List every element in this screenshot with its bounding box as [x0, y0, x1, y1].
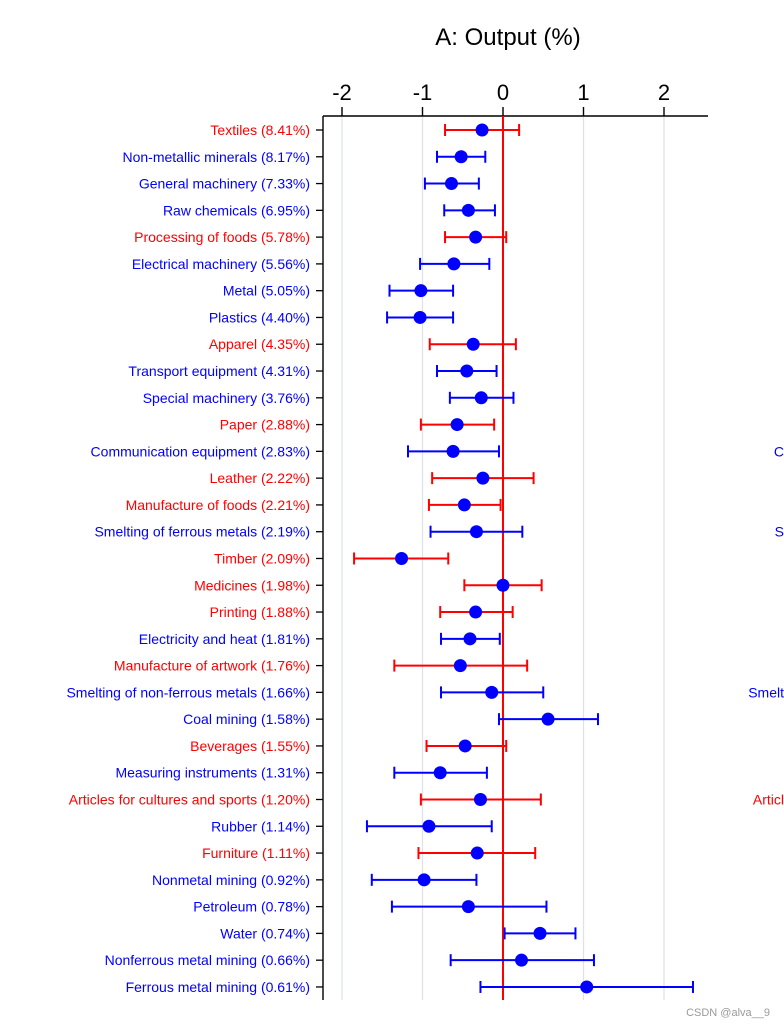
- point-estimate: [466, 337, 480, 351]
- watermark: CSDN @alva__9: [686, 1007, 770, 1019]
- point-estimate: [413, 310, 427, 324]
- point-estimate: [485, 685, 499, 699]
- x-axis: -2 -1 0 1 2: [316, 80, 708, 1000]
- point-estimate: [414, 284, 428, 298]
- category-label: Measuring instruments (1.31%): [115, 765, 310, 781]
- category-label: Manufacture of artwork (1.76%): [114, 658, 310, 674]
- category-label: Ferrous metal mining (0.61%): [126, 979, 310, 995]
- x-tick-label: 2: [658, 80, 670, 105]
- point-estimate: [457, 498, 471, 512]
- point-estimate: [444, 177, 458, 191]
- point-estimate: [580, 980, 594, 994]
- chart-title: A: Output (%): [435, 24, 580, 51]
- category-label: Coal mining (1.58%): [183, 711, 310, 727]
- point-estimate: [496, 578, 510, 592]
- category-label: Nonmetal mining (0.92%): [152, 872, 310, 888]
- point-estimate: [461, 900, 475, 914]
- category-label: Processing of foods (5.78%): [134, 229, 310, 245]
- point-estimates: [395, 123, 594, 994]
- category-label: Rubber (1.14%): [211, 818, 310, 834]
- point-estimate: [447, 257, 461, 271]
- category-label: Water (0.74%): [220, 925, 310, 941]
- partial-label: S: [775, 524, 784, 540]
- category-label: General machinery (7.33%): [139, 176, 310, 192]
- category-label: Electrical machinery (5.56%): [132, 256, 310, 272]
- point-estimate: [454, 150, 468, 164]
- point-estimate: [446, 444, 460, 458]
- point-estimate: [395, 551, 409, 565]
- category-label: Paper (2.88%): [220, 417, 310, 433]
- category-label: Nonferrous metal mining (0.66%): [105, 952, 310, 968]
- point-estimate: [463, 632, 477, 646]
- point-estimate: [453, 659, 467, 673]
- x-tick-label: -1: [413, 80, 433, 105]
- point-estimate: [417, 873, 431, 887]
- category-label: Non-metallic minerals (8.17%): [122, 149, 310, 165]
- category-label: Leather (2.22%): [210, 470, 310, 486]
- category-label: Apparel (4.35%): [209, 336, 310, 352]
- point-estimate: [475, 123, 489, 137]
- partial-labels-right: C S Smelt Articl: [748, 443, 784, 807]
- point-estimate: [541, 712, 555, 726]
- partial-label: Articl: [753, 792, 784, 808]
- category-label: Beverages (1.55%): [190, 738, 310, 754]
- point-estimate: [458, 739, 472, 753]
- category-label: Smelting of non-ferrous metals (1.66%): [66, 684, 310, 700]
- category-label: Furniture (1.11%): [202, 845, 310, 861]
- partial-label: Smelt: [748, 684, 784, 700]
- point-estimate: [476, 471, 490, 485]
- point-estimate: [461, 203, 475, 217]
- category-label: Special machinery (3.76%): [143, 390, 310, 406]
- category-label: Metal (5.05%): [223, 283, 310, 299]
- point-estimate: [533, 926, 547, 940]
- point-estimate: [515, 953, 529, 967]
- point-estimate: [473, 793, 487, 806]
- category-label: Printing (1.88%): [210, 604, 310, 620]
- x-tick-label: 1: [577, 80, 589, 105]
- point-estimate: [470, 846, 484, 860]
- point-estimate: [469, 230, 483, 244]
- category-label: Smelting of ferrous metals (2.19%): [94, 524, 310, 540]
- category-label: Medicines (1.98%): [194, 577, 310, 593]
- category-label: Timber (2.09%): [214, 550, 310, 566]
- point-estimate: [460, 364, 474, 378]
- category-label: Communication equipment (2.83%): [91, 443, 310, 459]
- category-label: Textiles (8.41%): [210, 122, 310, 138]
- x-tick-label: 0: [497, 80, 509, 105]
- category-label: Manufacture of foods (2.21%): [126, 497, 310, 513]
- point-estimate: [469, 525, 483, 539]
- category-label: Raw chemicals (6.95%): [163, 202, 310, 218]
- point-estimate: [469, 605, 483, 619]
- category-label: Articles for cultures and sports (1.20%): [69, 792, 310, 808]
- point-estimate: [474, 391, 488, 405]
- point-estimate: [422, 819, 436, 833]
- x-tick-label: -2: [332, 80, 352, 105]
- category-label: Transport equipment (4.31%): [128, 363, 310, 379]
- point-estimate: [433, 766, 447, 780]
- point-estimate: [450, 418, 464, 432]
- category-labels: Textiles (8.41%) Non-metallic minerals (8…: [66, 122, 310, 995]
- category-label: Electricity and heat (1.81%): [139, 631, 310, 647]
- category-label: Plastics (4.40%): [209, 309, 310, 325]
- partial-label: C: [774, 443, 784, 459]
- category-label: Petroleum (0.78%): [193, 899, 310, 915]
